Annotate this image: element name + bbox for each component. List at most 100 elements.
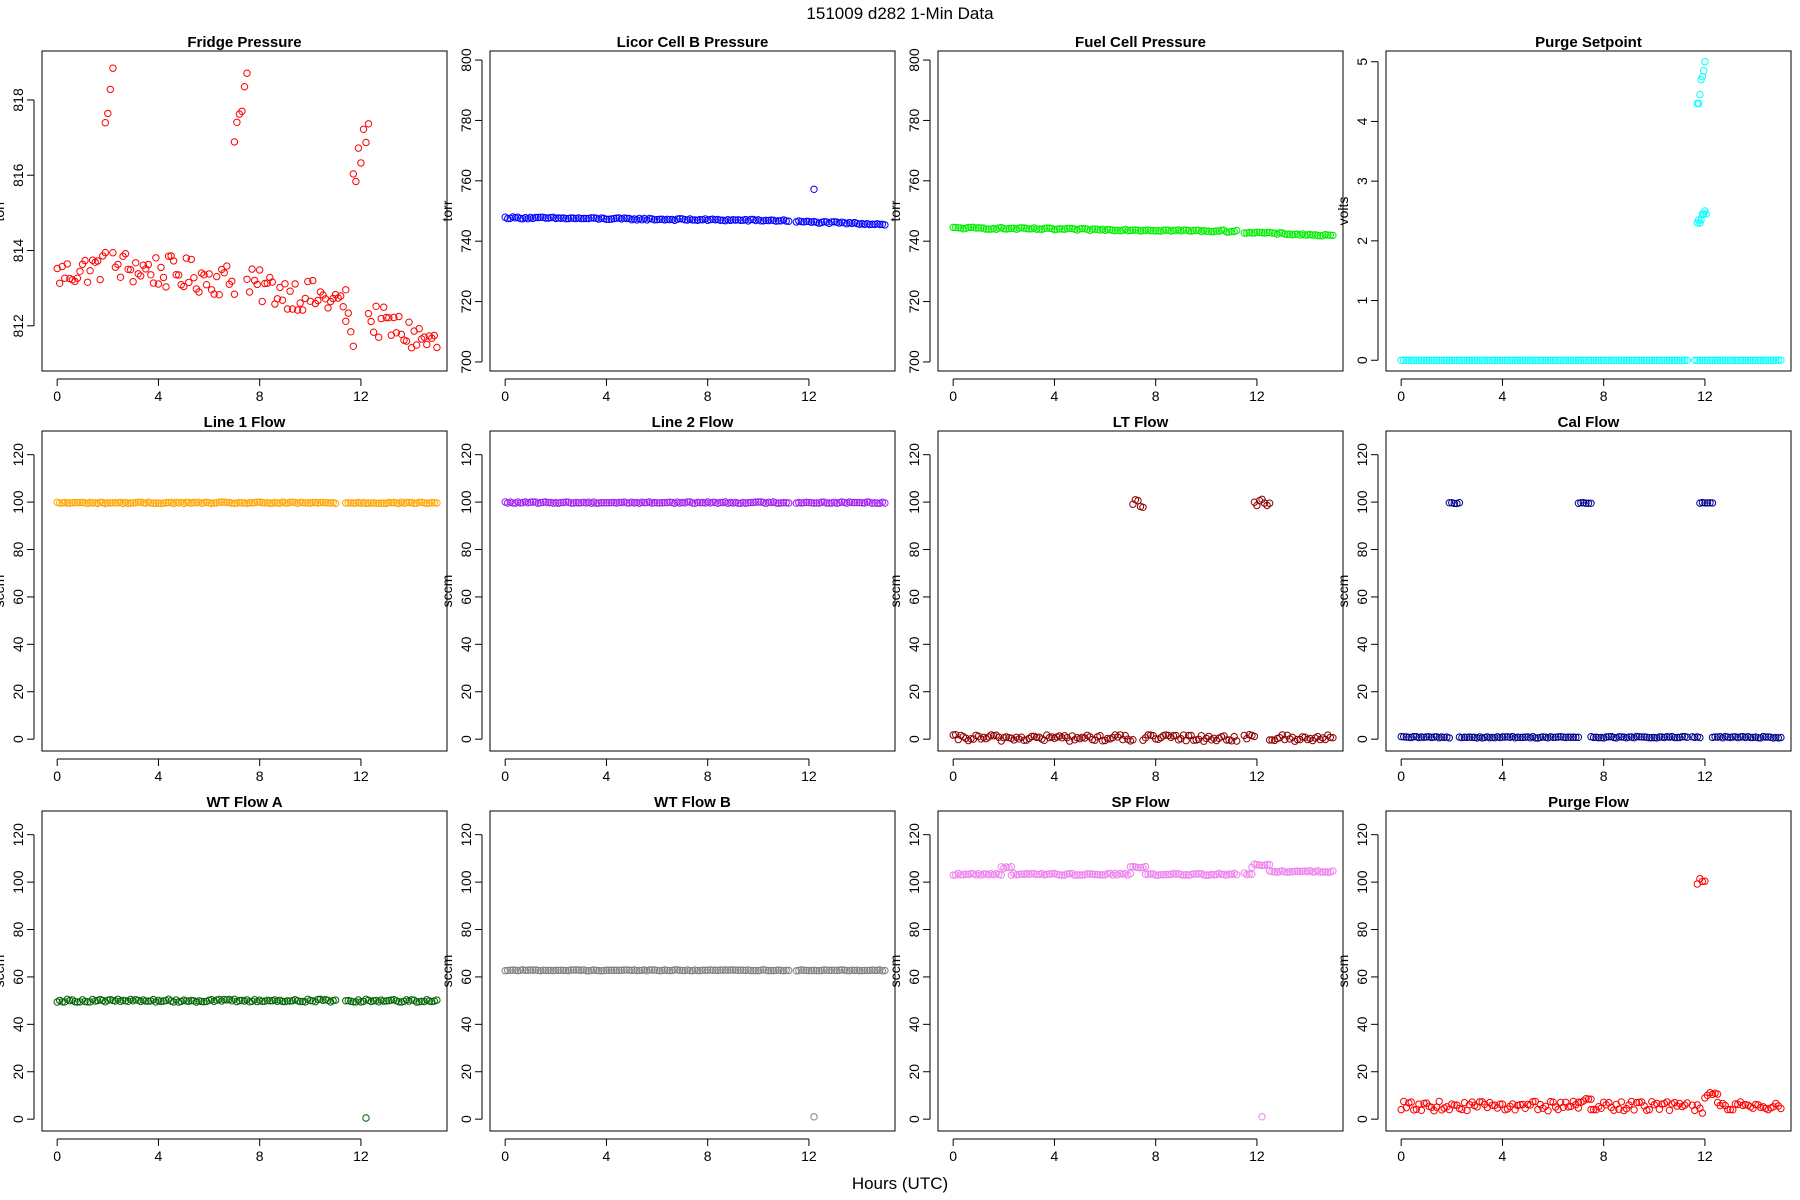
data-point	[567, 966, 575, 974]
data-point	[542, 214, 550, 222]
data-point	[876, 220, 884, 229]
data-point	[1546, 356, 1555, 364]
data-point	[380, 997, 388, 1005]
data-point	[600, 966, 608, 975]
data-point	[314, 499, 322, 507]
data-point	[605, 966, 613, 974]
data-point	[539, 498, 547, 506]
data-point	[306, 996, 314, 1005]
data-point	[1303, 231, 1312, 239]
data-point	[1762, 733, 1770, 741]
data-point	[1645, 734, 1654, 742]
data-point	[1435, 1097, 1443, 1106]
data-point	[1648, 356, 1656, 364]
data-point	[645, 214, 654, 223]
x-tick-label: 12	[801, 768, 817, 784]
data-point	[1415, 356, 1423, 364]
data-point	[1665, 356, 1674, 364]
data-point	[369, 997, 378, 1005]
data-point	[1134, 863, 1142, 872]
data-point	[736, 216, 745, 225]
data-point	[529, 498, 537, 506]
data-point	[716, 216, 724, 224]
data-point	[1713, 733, 1722, 741]
data-point	[296, 997, 304, 1006]
data-point	[104, 499, 112, 507]
data-point	[995, 733, 1003, 741]
data-point	[1405, 733, 1413, 741]
data-point	[1091, 225, 1099, 233]
y-axis-label: torr	[439, 200, 455, 221]
data-point	[840, 966, 849, 974]
data-point	[1124, 227, 1132, 235]
x-tick-label: 4	[155, 388, 163, 404]
data-point	[1708, 356, 1717, 364]
data-point	[1643, 733, 1651, 741]
data-point	[623, 966, 631, 974]
data-point	[253, 498, 261, 506]
data-point	[1751, 356, 1760, 364]
data-point	[116, 273, 125, 281]
data-point	[1496, 1100, 1504, 1108]
y-tick-label: 800	[906, 48, 922, 72]
data-point	[1524, 356, 1532, 364]
data-point	[774, 217, 783, 225]
y-tick-label: 120	[458, 443, 474, 467]
data-point	[655, 967, 664, 975]
data-point	[762, 216, 770, 225]
data-point	[777, 966, 785, 975]
data-point	[706, 966, 714, 974]
data-point	[1458, 733, 1466, 742]
data-point	[402, 498, 411, 507]
plot-frame	[41, 50, 448, 372]
y-tick-label: 0	[906, 1115, 922, 1123]
panel-title: SP Flow	[1111, 794, 1169, 811]
data-point	[1450, 1101, 1459, 1109]
data-point	[1713, 1090, 1722, 1098]
data-point	[1291, 867, 1299, 876]
data-point	[1111, 227, 1119, 235]
data-point	[547, 213, 555, 222]
data-point	[1321, 868, 1330, 876]
data-point	[144, 260, 153, 269]
y-axis-label: volts	[1335, 197, 1351, 226]
data-point	[605, 215, 613, 224]
data-point	[828, 966, 836, 974]
data-point	[1207, 228, 1216, 236]
x-tick-label: 0	[1397, 768, 1405, 784]
data-point	[544, 499, 552, 507]
data-point	[1268, 229, 1276, 237]
data-point	[666, 498, 674, 506]
x-tick-label: 12	[353, 1148, 369, 1164]
data-point	[1146, 227, 1155, 235]
data-point	[623, 499, 631, 507]
data-point	[1473, 356, 1481, 364]
data-point	[154, 280, 163, 288]
data-point	[314, 995, 322, 1004]
data-point	[1192, 226, 1200, 235]
plot-frame	[937, 430, 1344, 752]
data-point	[749, 498, 757, 507]
y-tick-label: 60	[906, 969, 922, 985]
data-point	[1767, 356, 1775, 364]
data-point	[509, 499, 517, 507]
x-axis: 0 4 8 12	[501, 378, 817, 404]
data-point	[364, 499, 373, 507]
data-point	[1063, 870, 1071, 878]
data-point	[534, 966, 542, 975]
data-point	[149, 995, 158, 1004]
data-point	[1645, 1105, 1654, 1114]
data-point	[587, 214, 595, 222]
data-point	[223, 498, 231, 507]
data-point	[1245, 870, 1254, 878]
data-point	[1632, 732, 1641, 741]
x-tick-label: 8	[1600, 1148, 1608, 1164]
data-point	[823, 499, 831, 507]
data-point	[235, 498, 244, 507]
data-point	[881, 221, 889, 229]
data-point	[1179, 226, 1188, 234]
data-point	[1458, 356, 1466, 364]
y-tick-label: 0	[1354, 356, 1370, 364]
data-point	[1658, 733, 1666, 741]
